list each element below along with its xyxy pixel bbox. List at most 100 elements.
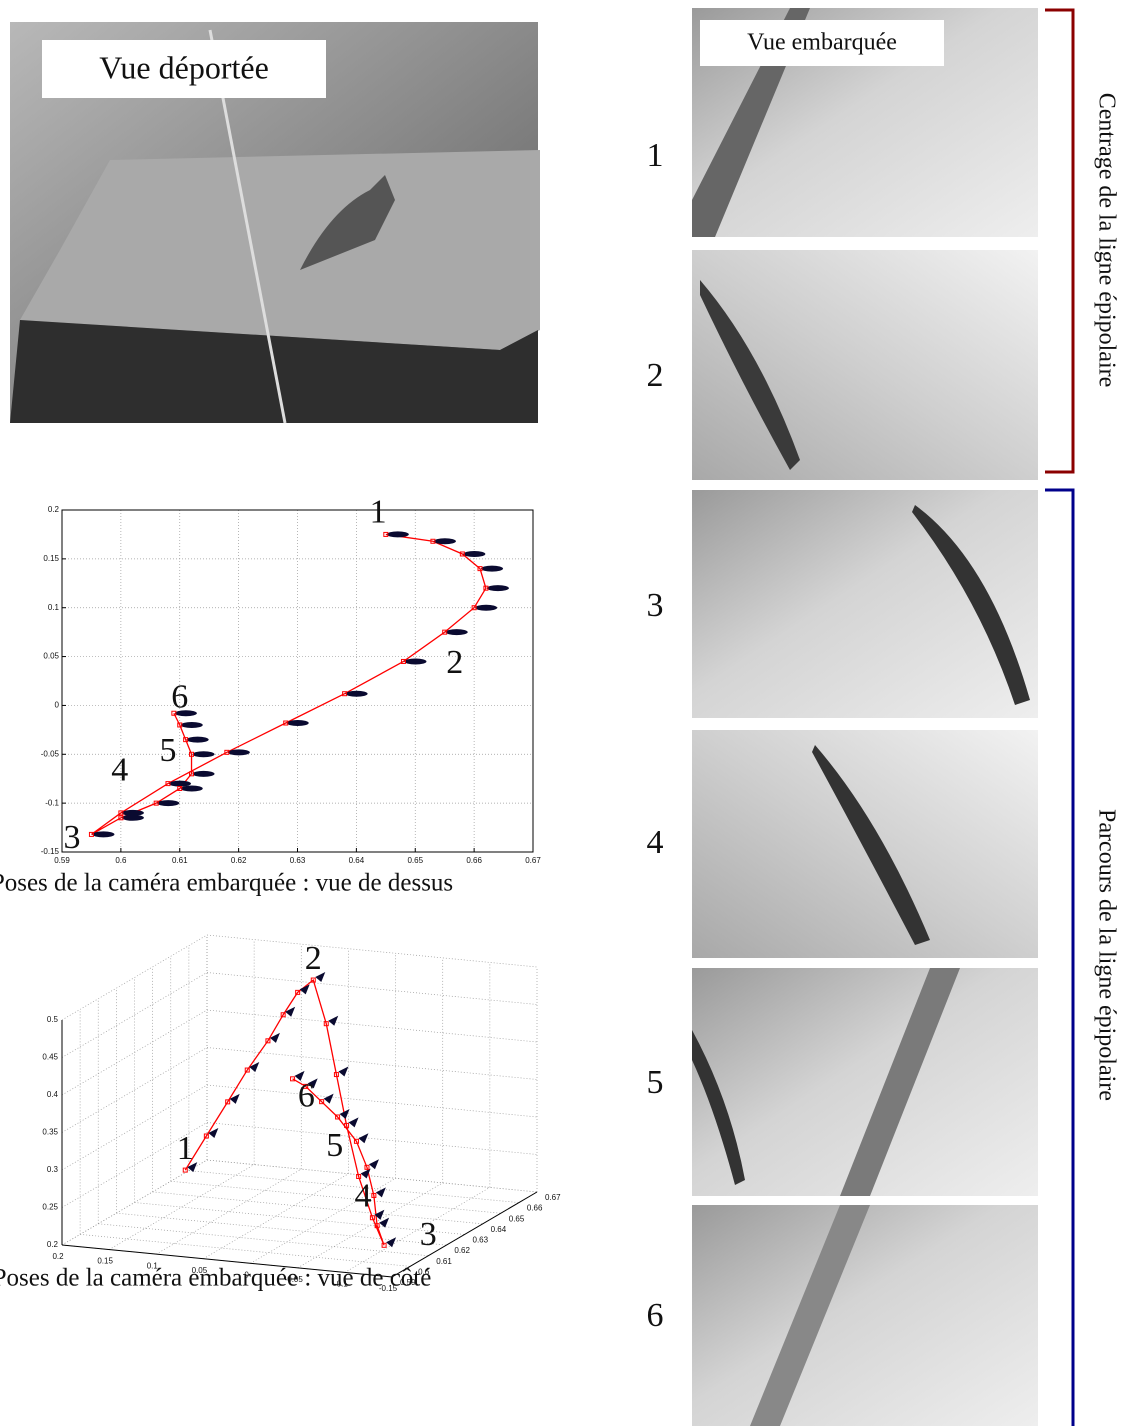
- camera-glyph: [315, 972, 326, 983]
- x-tick-label: 0.62: [231, 856, 247, 865]
- pose-marker: [290, 1076, 296, 1082]
- camera-glyph: [180, 785, 203, 792]
- axis-line: [391, 1191, 538, 1278]
- x-tick-label: 0.61: [172, 856, 188, 865]
- camera-glyph: [445, 629, 468, 636]
- pose-marker: [165, 781, 171, 787]
- camera-glyph: [339, 1108, 350, 1119]
- annotation: 1: [370, 494, 387, 531]
- pose-marker: [319, 1099, 325, 1105]
- pose-marker: [442, 629, 448, 635]
- pose-marker: [374, 1223, 380, 1229]
- y-tick-label: 0.63: [473, 1236, 489, 1245]
- x-tick-label: 0.63: [290, 856, 306, 865]
- camera-glyph: [345, 690, 368, 697]
- pose-marker: [471, 605, 477, 611]
- pose-marker: [381, 1242, 387, 1248]
- y-tick-label: 0.6: [418, 1267, 430, 1276]
- x-tick-label: 0.65: [407, 856, 423, 865]
- grid-line: [206, 934, 538, 968]
- camera-glyph: [374, 1209, 385, 1220]
- grid-line: [80, 1234, 411, 1267]
- grid-line: [297, 1182, 443, 1269]
- frame-number: 2: [647, 357, 664, 394]
- frame-number: 6: [647, 1297, 664, 1334]
- x-tick-label: 0.59: [54, 856, 70, 865]
- x-tick-label: 0.2: [52, 1252, 64, 1261]
- grid-line: [61, 1159, 208, 1246]
- annotation: 4: [354, 1178, 371, 1215]
- pose-marker: [88, 831, 94, 837]
- camera-glyph: [192, 770, 215, 777]
- y-tick-label: 0.05: [43, 652, 59, 661]
- pose-marker: [483, 585, 489, 591]
- bracket-label: Centrage de la ligne épipolaire: [1093, 93, 1119, 388]
- pose-marker: [369, 1215, 375, 1221]
- pose-marker: [189, 751, 195, 757]
- x-tick-label: 0: [244, 1270, 249, 1279]
- camera-glyph: [192, 751, 215, 758]
- grid-line: [61, 1084, 208, 1171]
- y-tick-label: 0.64: [491, 1225, 507, 1234]
- camera-glyph: [338, 1066, 349, 1077]
- onboard-view-label: Vue embarquée: [747, 30, 897, 56]
- pose-marker: [371, 1192, 377, 1198]
- z-tick-label: 0.45: [42, 1053, 58, 1062]
- camera-glyph: [358, 1133, 369, 1144]
- annotation: 3: [420, 1216, 437, 1253]
- camera-glyph: [379, 1217, 390, 1228]
- y-tick-label: 0.67: [545, 1193, 561, 1202]
- x-tick-label: 0.1: [147, 1261, 159, 1270]
- y-tick-label: 0.2: [48, 505, 60, 514]
- grid-line: [170, 1180, 501, 1214]
- camera-glyph: [486, 585, 509, 592]
- grid-line: [116, 1212, 447, 1246]
- remote-view-label: Vue déportée: [99, 49, 269, 85]
- annotation: 6: [298, 1078, 315, 1115]
- camera-glyph: [368, 1159, 379, 1170]
- camera-glyph: [249, 1062, 260, 1073]
- y-tick-label: 0.59: [400, 1278, 416, 1287]
- annotation: 5: [159, 732, 176, 769]
- y-tick-label: -0.05: [41, 749, 60, 758]
- bracket: [1045, 8, 1075, 474]
- camera-glyph: [187, 1162, 198, 1173]
- camera-glyph: [463, 550, 486, 557]
- grid-line: [61, 1009, 208, 1096]
- grid-line: [203, 1173, 349, 1260]
- camera-glyph: [285, 1006, 296, 1017]
- camera-glyph: [481, 565, 504, 572]
- pose-marker: [342, 691, 348, 697]
- pose-marker: [189, 771, 195, 777]
- pose-marker: [323, 1021, 329, 1027]
- grid-line: [108, 1164, 255, 1250]
- x-tick-label: 0.67: [525, 856, 541, 865]
- pose-marker: [459, 551, 465, 557]
- y-tick-label: 0.62: [454, 1246, 470, 1255]
- camera-glyph: [174, 710, 197, 717]
- pose-marker: [171, 710, 177, 716]
- label-box: [42, 40, 326, 98]
- grid-line: [206, 1122, 538, 1155]
- camera-glyph: [227, 749, 250, 756]
- y-tick-label: 0.65: [509, 1214, 525, 1223]
- axis-line: [61, 1244, 393, 1278]
- pose-marker: [310, 977, 316, 983]
- camera-glyph: [475, 604, 498, 611]
- y-tick-label: -0.15: [41, 847, 60, 856]
- camera-glyph: [404, 658, 427, 665]
- z-tick-label: 0.35: [42, 1128, 58, 1137]
- camera-glyph: [157, 800, 180, 807]
- pose-marker: [183, 737, 189, 743]
- pose-marker: [244, 1067, 250, 1073]
- camera-glyph: [386, 1237, 397, 1248]
- camera-glyph: [323, 1093, 334, 1104]
- grid-line: [206, 1159, 538, 1193]
- grid-line: [156, 1168, 302, 1255]
- bracket: [1045, 488, 1075, 1426]
- z-tick-label: 0.2: [47, 1240, 59, 1249]
- grid-line: [134, 1202, 465, 1235]
- grid-line: [152, 1191, 483, 1225]
- x-tick-label: 0.66: [466, 856, 482, 865]
- camera-glyph: [433, 538, 456, 545]
